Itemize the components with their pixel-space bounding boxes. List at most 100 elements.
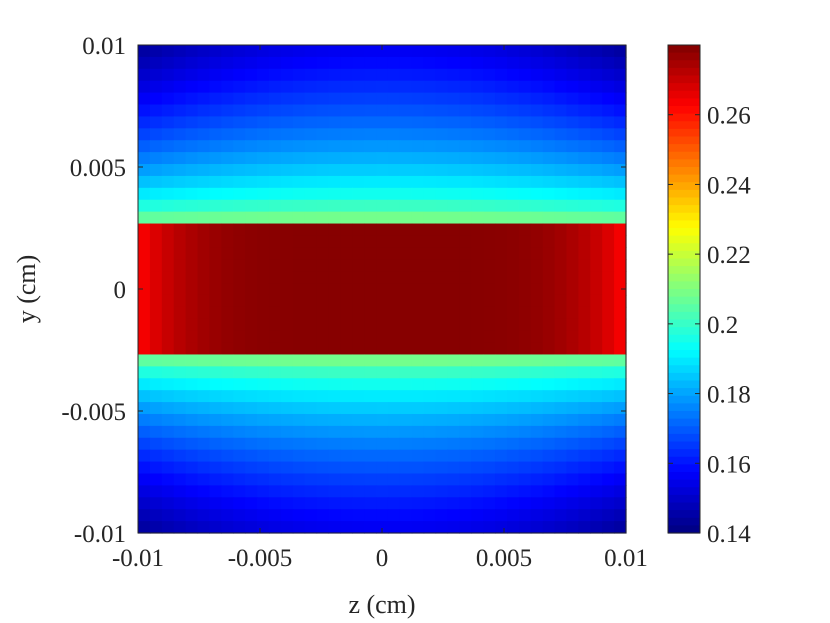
heatmap-cell bbox=[506, 187, 520, 201]
heatmap-cell bbox=[411, 485, 425, 498]
heatmap-cell bbox=[459, 164, 472, 177]
heatmap-cell bbox=[435, 294, 449, 308]
heatmap-cell bbox=[542, 306, 556, 320]
heatmap-cell bbox=[483, 56, 496, 70]
heatmap-cell bbox=[614, 425, 627, 439]
heatmap-cell bbox=[245, 378, 258, 391]
heatmap-cell bbox=[161, 521, 175, 534]
heatmap-cell bbox=[435, 211, 449, 225]
heatmap-cell bbox=[245, 259, 258, 272]
heatmap-cell bbox=[316, 259, 330, 272]
heatmap-cell bbox=[471, 390, 484, 403]
heatmap-cell bbox=[257, 211, 270, 225]
heatmap-cell bbox=[518, 140, 532, 153]
heatmap-cell bbox=[209, 283, 222, 296]
heatmap-cell bbox=[161, 378, 175, 391]
colorbar-swatch bbox=[668, 433, 700, 443]
heatmap-cell bbox=[197, 342, 211, 356]
heatmap-cell bbox=[304, 413, 318, 427]
colorbar-swatch bbox=[668, 342, 700, 351]
heatmap-cell bbox=[423, 92, 437, 106]
heatmap-cell bbox=[471, 80, 484, 94]
heatmap-cell bbox=[316, 68, 330, 82]
heatmap-cell bbox=[578, 402, 591, 415]
heatmap-cell bbox=[304, 259, 318, 272]
heatmap-cell bbox=[423, 223, 437, 237]
heatmap-cell bbox=[399, 425, 413, 439]
heatmap-cell bbox=[602, 175, 615, 189]
heatmap-cell bbox=[506, 318, 520, 332]
heatmap-cell bbox=[292, 175, 306, 189]
heatmap-cell bbox=[352, 223, 365, 237]
heatmap-cell bbox=[292, 92, 306, 106]
heatmap-cell bbox=[399, 45, 413, 58]
heatmap-cell bbox=[340, 271, 353, 284]
heatmap-cell bbox=[387, 140, 401, 153]
colorbar-swatch bbox=[668, 67, 700, 77]
heatmap-cell bbox=[614, 318, 627, 332]
heatmap-cell bbox=[304, 223, 318, 237]
heatmap-cell bbox=[304, 68, 318, 82]
heatmap-cell bbox=[138, 378, 151, 391]
heatmap-cell bbox=[173, 116, 187, 129]
heatmap-cell bbox=[149, 390, 163, 403]
heatmap-cell bbox=[149, 211, 163, 225]
heatmap-cell bbox=[304, 247, 318, 260]
heatmap-cell bbox=[280, 497, 294, 510]
heatmap-cell bbox=[161, 259, 175, 272]
heatmap-cell bbox=[280, 152, 294, 165]
heatmap-cell bbox=[233, 437, 246, 451]
heatmap-cell bbox=[316, 223, 330, 237]
heatmap-cell bbox=[292, 199, 306, 213]
heatmap-cell bbox=[138, 402, 151, 415]
heatmap-cell bbox=[542, 521, 556, 534]
heatmap-cell bbox=[352, 68, 365, 82]
y-tick-label: -0.005 bbox=[61, 399, 126, 426]
heatmap-cell bbox=[518, 318, 532, 332]
heatmap-cell bbox=[399, 366, 413, 379]
heatmap-cell bbox=[530, 247, 544, 260]
heatmap-cell bbox=[530, 497, 544, 510]
heatmap-cell bbox=[590, 92, 603, 106]
heatmap-cell bbox=[435, 199, 449, 213]
heatmap-cell bbox=[602, 283, 615, 296]
heatmap-cell bbox=[447, 521, 460, 534]
heatmap-cell bbox=[566, 425, 579, 439]
heatmap-cell bbox=[197, 294, 211, 308]
heatmap-cell bbox=[578, 223, 591, 237]
heatmap-cell bbox=[161, 342, 175, 356]
heatmap-cell bbox=[614, 437, 627, 451]
heatmap-cell bbox=[316, 485, 330, 498]
heatmap-cell bbox=[340, 259, 353, 272]
heatmap-cell bbox=[340, 80, 353, 94]
heatmap-cell bbox=[268, 461, 282, 475]
heatmap-cell bbox=[328, 521, 341, 534]
heatmap-cell bbox=[602, 259, 615, 272]
colorbar-swatch bbox=[668, 75, 700, 84]
heatmap-cell bbox=[566, 485, 579, 498]
heatmap-cell bbox=[328, 294, 341, 308]
heatmap-cell bbox=[471, 199, 484, 213]
heatmap-cell bbox=[423, 104, 437, 118]
heatmap-cell bbox=[185, 128, 199, 141]
heatmap-cell bbox=[387, 45, 401, 58]
heatmap-cell bbox=[292, 449, 306, 463]
heatmap-cell bbox=[233, 199, 246, 213]
heatmap-cell bbox=[173, 56, 187, 70]
colorbar-swatch bbox=[668, 266, 700, 275]
heatmap-cell bbox=[221, 116, 234, 129]
heatmap-cell bbox=[614, 211, 627, 225]
heatmap-cell bbox=[245, 80, 258, 94]
heatmap-cell bbox=[328, 366, 341, 379]
heatmap-cell bbox=[245, 402, 258, 415]
heatmap-cell bbox=[268, 402, 282, 415]
heatmap-cell bbox=[233, 402, 246, 415]
colorbar-swatch bbox=[668, 380, 700, 389]
heatmap-cell bbox=[554, 223, 568, 237]
heatmap-cell bbox=[435, 390, 449, 403]
heatmap-cell bbox=[209, 354, 222, 367]
heatmap-cell bbox=[483, 271, 496, 284]
heatmap-cell bbox=[471, 247, 484, 260]
heatmap-cell bbox=[352, 473, 365, 486]
heatmap-cell bbox=[530, 128, 544, 141]
